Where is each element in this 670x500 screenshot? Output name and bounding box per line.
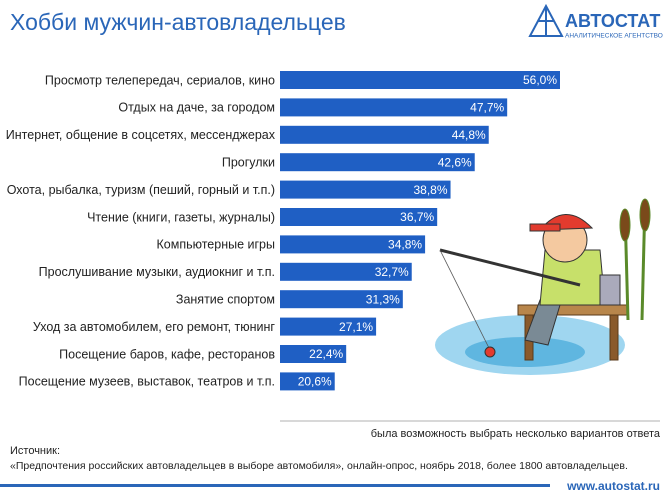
- value-label: 38,8%: [414, 183, 448, 197]
- source: «Предпочтения российских автовладельцев …: [10, 460, 628, 472]
- category-label: Посещение баров, кафе, ресторанов: [59, 347, 275, 361]
- category-label: Прогулки: [222, 155, 275, 169]
- fisherman-illustration: [435, 198, 651, 375]
- url: www.autostat.ru: [566, 479, 660, 493]
- category-label: Охота, рыбалка, туризм (пеший, горный и …: [7, 183, 275, 197]
- bar: [280, 262, 412, 281]
- bar: [280, 71, 560, 89]
- category-label: Отдых на даче, за городом: [118, 101, 275, 115]
- value-label: 42,6%: [438, 155, 472, 169]
- bar: [280, 372, 335, 391]
- logo-icon: [528, 3, 564, 37]
- bar: [280, 290, 403, 309]
- bar: [280, 153, 475, 172]
- bar: [280, 208, 438, 226]
- bar: [280, 98, 508, 117]
- note: была возможность выбрать несколько вариа…: [371, 428, 661, 440]
- footer-rule: [0, 484, 550, 487]
- bar: [280, 180, 451, 199]
- category-label: Компьютерные игры: [157, 238, 276, 252]
- chart-title: Хобби мужчин-автовладельцев: [10, 9, 346, 35]
- value-label: 56,0%: [523, 73, 557, 87]
- category-label: Просмотр телепередач, сериалов, кино: [45, 73, 275, 87]
- value-label: 22,4%: [309, 347, 343, 361]
- bar: [280, 235, 426, 254]
- value-label: 32,7%: [375, 265, 409, 279]
- category-label: Занятие спортом: [176, 292, 275, 306]
- value-label: 36,7%: [400, 210, 434, 224]
- category-label: Уход за автомобилем, его ремонт, тюнинг: [33, 320, 276, 334]
- value-label: 31,3%: [366, 292, 400, 306]
- value-label: 44,8%: [452, 128, 486, 142]
- category-label: Чтение (книги, газеты, журналы): [87, 210, 275, 224]
- bar: [280, 317, 377, 336]
- bar: [280, 125, 489, 144]
- value-label: 34,8%: [388, 238, 422, 252]
- value-label: 47,7%: [470, 101, 504, 115]
- category-label: Посещение музеев, выставок, театров и т.…: [19, 375, 275, 389]
- value-label: 27,1%: [339, 320, 373, 334]
- category-label: Прослушивание музыки, аудиокниг и т.п.: [39, 265, 275, 279]
- logo: АВТОСТАТ: [565, 11, 660, 31]
- bar: [280, 345, 347, 363]
- category-label: Интернет, общение в соцсетях, мессенджер…: [6, 128, 276, 142]
- source-label: Источник:: [10, 445, 60, 457]
- value-label: 20,6%: [298, 375, 332, 389]
- logo-subtitle: АНАЛИТИЧЕСКОЕ АГЕНТСТВО: [565, 33, 663, 40]
